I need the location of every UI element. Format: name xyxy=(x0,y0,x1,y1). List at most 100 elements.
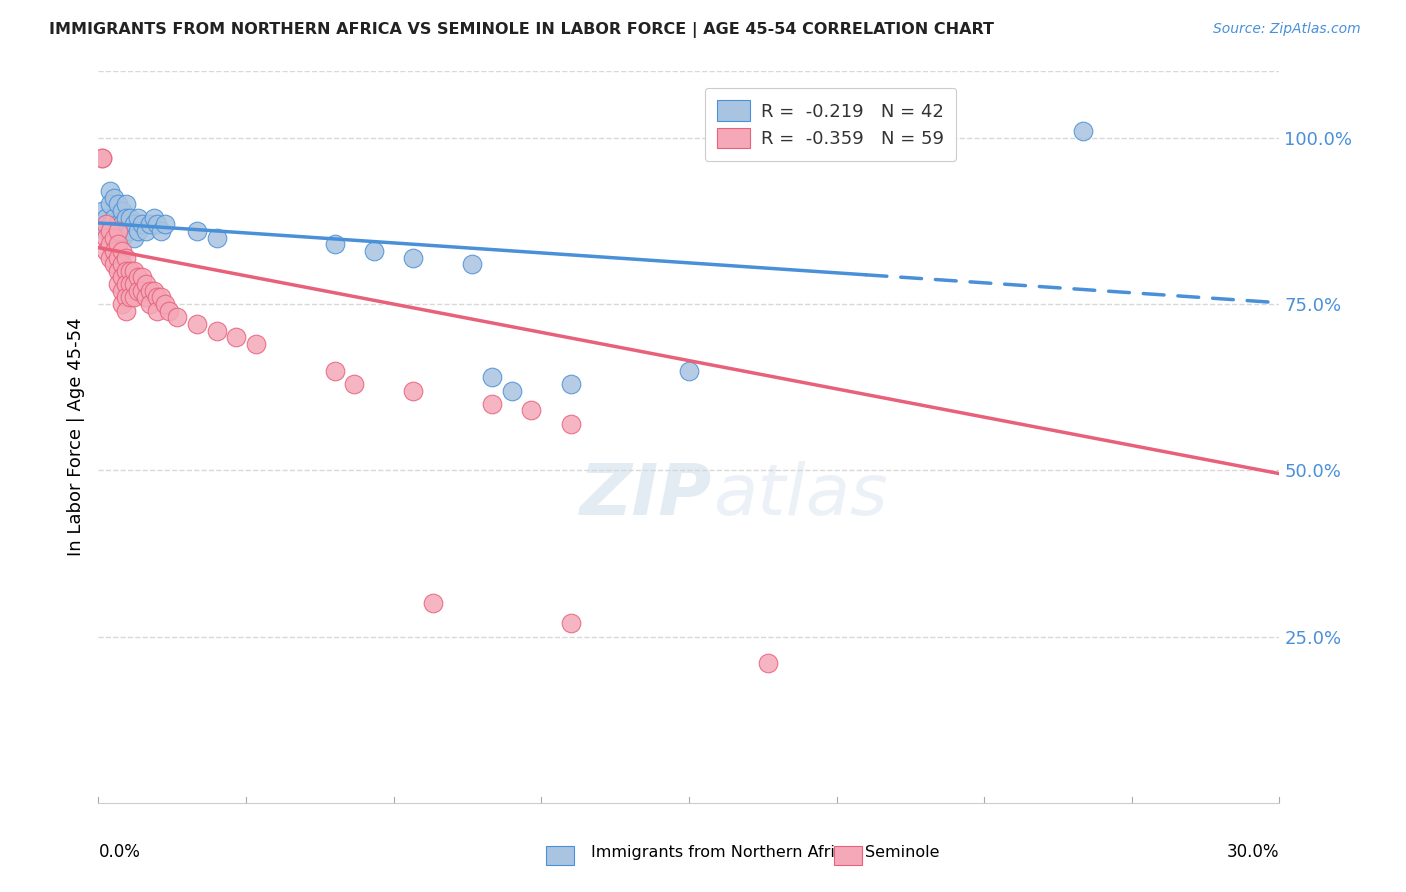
Point xyxy=(150,290,173,304)
Text: ZIP: ZIP xyxy=(581,461,713,530)
Point xyxy=(138,284,160,298)
Point xyxy=(111,217,134,231)
Point xyxy=(107,277,129,292)
Point xyxy=(135,290,157,304)
Point xyxy=(131,284,153,298)
Point xyxy=(131,270,153,285)
Point xyxy=(186,224,208,238)
Point xyxy=(245,337,267,351)
Point xyxy=(205,230,228,244)
Point xyxy=(96,224,118,238)
Point xyxy=(115,224,138,238)
Point xyxy=(520,403,543,417)
Point xyxy=(111,204,134,219)
Point xyxy=(155,297,177,311)
Point xyxy=(115,211,138,225)
Point xyxy=(225,330,247,344)
Point xyxy=(142,284,165,298)
Text: atlas: atlas xyxy=(713,461,887,530)
Text: Seminole: Seminole xyxy=(865,846,939,860)
Point xyxy=(98,184,121,198)
Point xyxy=(98,251,121,265)
Point xyxy=(402,251,425,265)
Point xyxy=(107,224,129,238)
Point xyxy=(343,376,366,391)
Point xyxy=(205,324,228,338)
Point xyxy=(122,290,145,304)
Point xyxy=(107,217,129,231)
Point xyxy=(422,596,444,610)
Point xyxy=(127,284,149,298)
Point xyxy=(96,217,118,231)
Point xyxy=(107,230,129,244)
Point xyxy=(91,217,114,231)
Point xyxy=(96,230,118,244)
Text: 0.0%: 0.0% xyxy=(98,843,141,861)
Point xyxy=(146,217,169,231)
Point xyxy=(111,284,134,298)
Point xyxy=(91,151,114,165)
Point xyxy=(111,257,134,271)
Point xyxy=(111,297,134,311)
Point xyxy=(127,224,149,238)
Point xyxy=(115,277,138,292)
Point xyxy=(122,230,145,244)
Point xyxy=(1071,124,1094,138)
Point xyxy=(756,656,779,670)
Point xyxy=(142,211,165,225)
Point xyxy=(122,264,145,278)
Point xyxy=(91,151,114,165)
Point xyxy=(135,277,157,292)
Point xyxy=(166,310,188,325)
Point xyxy=(481,370,503,384)
Point xyxy=(115,251,138,265)
Point xyxy=(127,270,149,285)
Point xyxy=(150,224,173,238)
Y-axis label: In Labor Force | Age 45-54: In Labor Force | Age 45-54 xyxy=(66,318,84,557)
Point xyxy=(107,264,129,278)
Point xyxy=(96,211,118,225)
Point xyxy=(118,224,141,238)
Point xyxy=(115,197,138,211)
Point xyxy=(157,303,180,318)
Point xyxy=(98,217,121,231)
Point xyxy=(98,224,121,238)
Legend: R =  -0.219   N = 42, R =  -0.359   N = 59: R = -0.219 N = 42, R = -0.359 N = 59 xyxy=(704,87,956,161)
Point xyxy=(146,290,169,304)
Point xyxy=(127,211,149,225)
Point xyxy=(98,197,121,211)
Point xyxy=(118,264,141,278)
Point xyxy=(111,270,134,285)
Point xyxy=(111,244,134,258)
Point xyxy=(122,217,145,231)
Point xyxy=(115,303,138,318)
Point xyxy=(560,616,582,631)
Point xyxy=(115,264,138,278)
Point xyxy=(138,217,160,231)
Point xyxy=(103,257,125,271)
Point xyxy=(135,224,157,238)
Text: 30.0%: 30.0% xyxy=(1227,843,1279,861)
Point xyxy=(146,303,169,318)
Point xyxy=(131,217,153,231)
Point xyxy=(98,237,121,252)
Text: Immigrants from Northern Africa: Immigrants from Northern Africa xyxy=(591,846,853,860)
Point xyxy=(96,244,118,258)
Point xyxy=(138,297,160,311)
Point xyxy=(186,317,208,331)
Point xyxy=(481,397,503,411)
Point xyxy=(107,197,129,211)
Point xyxy=(323,237,346,252)
Point xyxy=(155,217,177,231)
Point xyxy=(118,277,141,292)
Point xyxy=(560,376,582,391)
Point xyxy=(118,211,141,225)
Point xyxy=(103,211,125,225)
Point xyxy=(118,290,141,304)
Point xyxy=(363,244,385,258)
Point xyxy=(122,277,145,292)
Point xyxy=(115,290,138,304)
Point xyxy=(560,417,582,431)
Point xyxy=(107,237,129,252)
Point xyxy=(402,384,425,398)
